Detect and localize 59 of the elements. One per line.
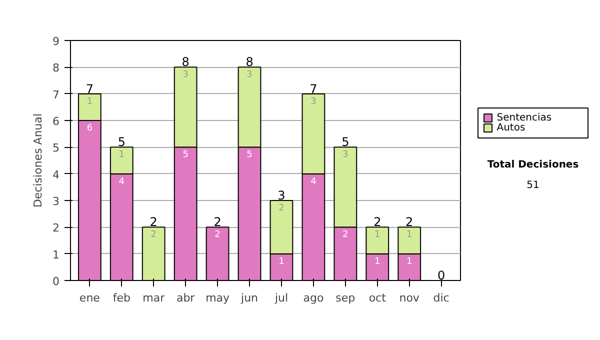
data-label: 6 [86, 124, 93, 134]
y-tick-label: 7 [52, 88, 60, 102]
total-label: 5 [342, 135, 350, 150]
x-tick-label: ago [303, 292, 324, 304]
y-tick-label: 4 [52, 168, 60, 182]
total-label: 2 [150, 215, 158, 230]
x-tick-label: ene [79, 292, 100, 304]
legend-label: Autos [496, 122, 526, 134]
data-label: 4 [310, 176, 317, 187]
y-tick-label: 5 [52, 142, 60, 155]
data-label: 4 [118, 176, 125, 187]
y-axis-title: Decisiones Anual [32, 113, 44, 208]
total-label: 2 [406, 215, 414, 230]
y-tick-label: 3 [52, 195, 60, 208]
data-label: 3 [246, 70, 252, 80]
total-label: 7 [310, 82, 318, 96]
x-tick-label: dic [433, 292, 450, 304]
total-label: 5 [118, 135, 126, 150]
data-label: 1 [86, 96, 93, 107]
x-tick-label: sep [336, 292, 356, 304]
data-label: 2 [214, 230, 220, 240]
x-tick-label: jun [240, 292, 258, 304]
x-tick-label: abr [176, 292, 196, 304]
text: 51 [526, 180, 540, 191]
legend-label: Sentencias [496, 112, 552, 124]
data-label: 1 [406, 256, 412, 267]
data-label: 2 [342, 230, 348, 240]
data-label: 1 [278, 256, 284, 267]
y-tick-label: 2 [52, 222, 60, 235]
data-label: 1 [118, 150, 125, 160]
x-tick-label: nov [399, 292, 420, 304]
total-label: 8 [182, 55, 190, 70]
data-label: 3 [310, 96, 316, 107]
data-label: 3 [342, 150, 348, 160]
x-tick-label: may [206, 292, 230, 304]
y-tick-label: 1 [52, 248, 60, 262]
data-label: 1 [374, 256, 380, 267]
data-label: 1 [406, 230, 412, 240]
x-tick-label: feb [112, 292, 130, 304]
total-label: 0 [438, 268, 446, 282]
data-label: 2 [278, 204, 284, 214]
x-tick-label: mar [142, 292, 166, 304]
total-label: 7 [86, 82, 94, 96]
text: Total Decisiones [487, 160, 579, 170]
x-tick-label: oct [368, 292, 387, 304]
y-tick-label: 9 [52, 35, 60, 48]
total-label: 2 [214, 215, 222, 230]
y-tick-label: 8 [52, 62, 60, 75]
total-label: 8 [246, 55, 254, 70]
data-label: 1 [374, 230, 380, 240]
data-label: 5 [182, 150, 188, 160]
data-label: 3 [182, 70, 188, 80]
total-label: 3 [278, 188, 286, 202]
y-tick-label: 6 [52, 115, 60, 128]
total-label: 2 [374, 215, 382, 230]
data-label: 2 [150, 230, 156, 240]
y-tick-label: 0 [52, 275, 60, 288]
x-tick-label: jul [274, 292, 288, 304]
data-label: 5 [246, 150, 252, 160]
